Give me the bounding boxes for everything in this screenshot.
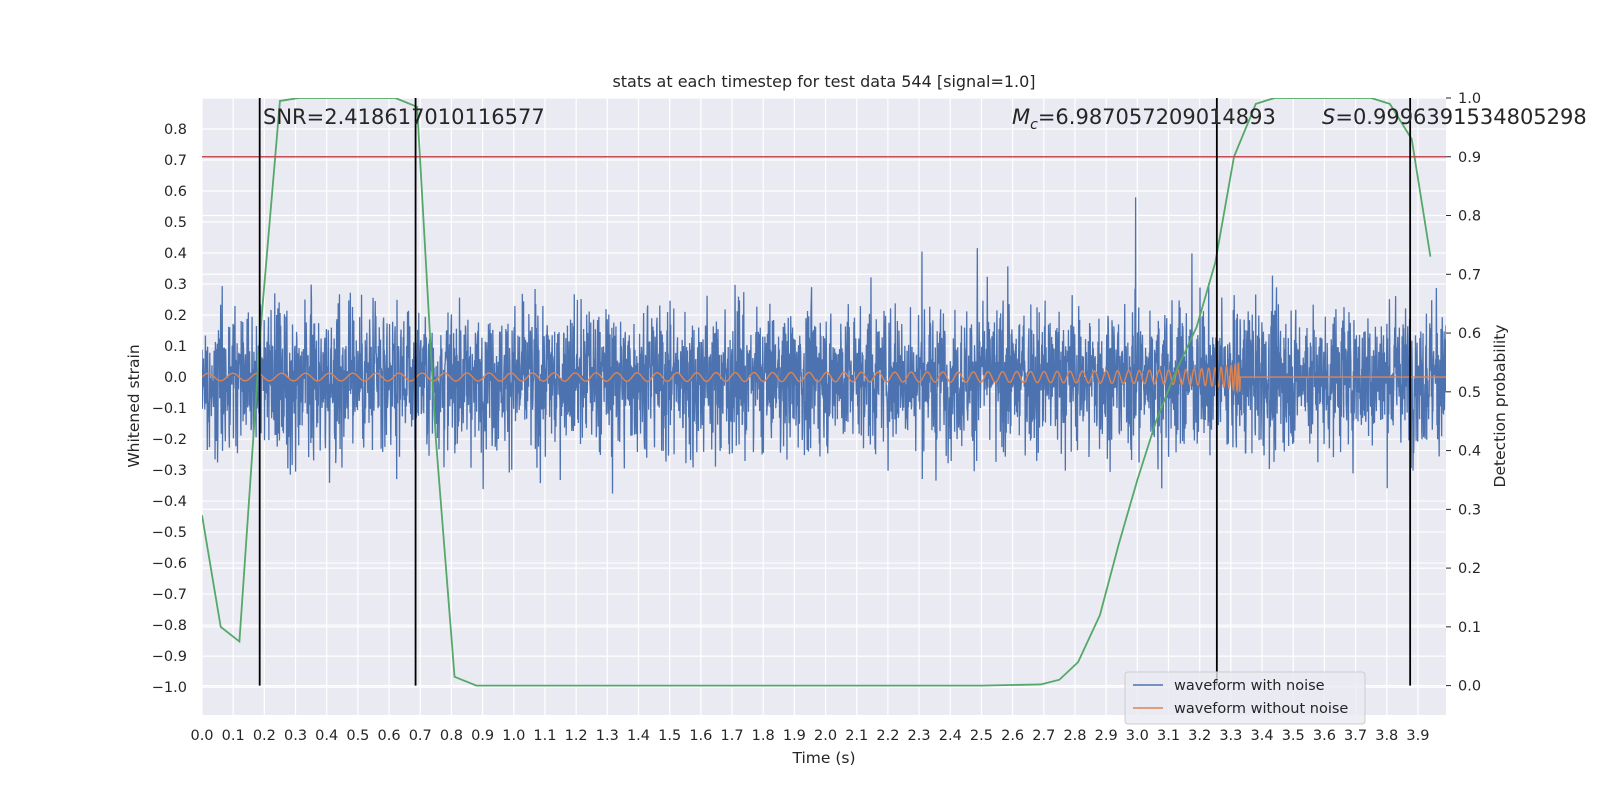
waveform-with-noise-line	[202, 197, 1446, 494]
y2-tick-label: 0.6	[1458, 326, 1481, 342]
y-tick-label: −0.5	[152, 525, 187, 541]
y-tick-label: −0.3	[152, 463, 187, 479]
x-tick-label: 1.3	[596, 728, 619, 744]
waveform-without-noise-series	[202, 362, 1446, 394]
y-tick-label: −0.1	[152, 401, 187, 417]
x-tick-label: 0.3	[284, 728, 307, 744]
x-tick-label: 1.7	[720, 728, 743, 744]
x-tick-label: 3.1	[1157, 728, 1180, 744]
x-tick-label: 1.0	[502, 728, 525, 744]
y2-axis-ticks: 1.0 0.9 0.8 0.7 0.6 0.5 0.4 0.3 0.2 0.1 0.0	[1446, 91, 1481, 695]
vertical-markers	[258, 98, 1412, 686]
y2-tick-label: 0.7	[1458, 267, 1481, 283]
x-tick-label: 3.7	[1344, 728, 1367, 744]
y-tick-label: 0.2	[164, 308, 187, 324]
x-tick-label: 2.0	[814, 728, 837, 744]
x-tick-label: 3.9	[1406, 728, 1429, 744]
y-tick-label: 0.1	[164, 339, 187, 355]
x-tick-label: 2.3	[908, 728, 931, 744]
y2-tick-label: 0.4	[1458, 444, 1481, 460]
y-tick-label: 0.6	[164, 184, 187, 200]
chirp-mass-subscript: c	[1030, 117, 1038, 133]
x-tick-label: 0.7	[409, 728, 432, 744]
x-tick-label: 1.6	[689, 728, 712, 744]
legend-clean-label: waveform without noise	[1174, 701, 1348, 717]
x-tick-label: 1.9	[783, 728, 806, 744]
y-tick-label: 0.0	[164, 370, 187, 386]
snr-annotation: SNR=2.418617010116577	[263, 105, 545, 129]
y-tick-label: 0.7	[164, 153, 187, 169]
x-tick-label: 3.8	[1375, 728, 1398, 744]
y2-tick-label: 0.8	[1458, 209, 1481, 225]
x-tick-label: 2.9	[1095, 728, 1118, 744]
x-tick-label: 0.5	[346, 728, 369, 744]
y2-axis-label: Detection probability	[1491, 325, 1509, 488]
x-axis-label: Time (s)	[791, 749, 855, 767]
x-tick-label: 3.4	[1251, 728, 1274, 744]
y-tick-label: 0.5	[164, 215, 187, 231]
legend: waveform with noise waveform without noi…	[1124, 671, 1366, 725]
x-tick-label: 1.1	[533, 728, 556, 744]
x-tick-label: 2.1	[845, 728, 868, 744]
score-annotation: S=0.9996391534805298	[1322, 105, 1587, 129]
x-tick-label: 1.2	[565, 728, 588, 744]
y-axis-label: Whitened strain	[125, 344, 143, 467]
x-tick-label: 1.8	[752, 728, 775, 744]
x-tick-label: 2.8	[1063, 728, 1086, 744]
x-tick-label: 3.5	[1282, 728, 1305, 744]
x-tick-label: 3.6	[1313, 728, 1336, 744]
y2-tick-label: 1.0	[1458, 91, 1481, 107]
x-tick-label: 0.9	[471, 728, 494, 744]
score-symbol: S	[1322, 105, 1335, 129]
y-tick-label: −0.2	[152, 432, 187, 448]
x-tick-label: 0.1	[222, 728, 245, 744]
x-tick-label: 3.2	[1188, 728, 1211, 744]
x-tick-label: 2.7	[1032, 728, 1055, 744]
chirp-mass-annotation: Mc=6.987057209014893	[1012, 105, 1276, 133]
y2-tick-label: 0.9	[1458, 150, 1481, 166]
detection-probability-series	[202, 98, 1432, 687]
score-value: =0.9996391534805298	[1335, 105, 1586, 129]
x-tick-label: 0.2	[253, 728, 276, 744]
chirp-mass-symbol: M	[1012, 105, 1030, 129]
legend-box	[1124, 671, 1366, 725]
y-tick-label: −0.8	[152, 618, 187, 634]
y-tick-label: −1.0	[152, 680, 187, 696]
y2-tick-label: 0.2	[1458, 561, 1481, 577]
chart-title: stats at each timestep for test data 544…	[612, 72, 1035, 91]
y-tick-label: 0.8	[164, 122, 187, 138]
y-tick-label: −0.6	[152, 556, 187, 572]
legend-noise-label: waveform with noise	[1174, 678, 1325, 694]
x-tick-label: 2.4	[939, 728, 962, 744]
y-axis-ticks: 0.8 0.7 0.6 0.5 0.4 0.3 0.2 0.1 0.0 −0.1 −0.2 −0.3 −…	[152, 122, 187, 696]
x-tick-label: 0.6	[378, 728, 401, 744]
detection-probability-line	[202, 98, 1432, 687]
y2-tick-label: 0.3	[1458, 502, 1481, 518]
x-tick-label: 2.2	[876, 728, 899, 744]
x-tick-label: 1.5	[658, 728, 681, 744]
y-tick-label: −0.9	[152, 649, 187, 665]
x-tick-label: 1.4	[627, 728, 650, 744]
y2-tick-label: 0.5	[1458, 385, 1481, 401]
x-tick-label: 2.5	[970, 728, 993, 744]
waveform-without-noise-line	[202, 362, 1446, 394]
x-tick-label: 2.6	[1001, 728, 1024, 744]
x-tick-label: 0.4	[315, 728, 338, 744]
y2-tick-label: 0.1	[1458, 620, 1481, 636]
y-tick-label: 0.3	[164, 277, 187, 293]
chirp-mass-value: =6.987057209014893	[1038, 105, 1276, 129]
x-tick-label: 3.0	[1126, 728, 1149, 744]
y-tick-label: −0.7	[152, 587, 187, 603]
y-tick-label: −0.4	[152, 494, 187, 510]
x-axis-ticks: 0.0 0.1 0.2 0.3 0.4 0.5 0.6 0.7 0.8 0.9 1.0 1.1 1.2 1…	[190, 728, 1429, 744]
y2-tick-label: 0.0	[1458, 679, 1481, 695]
x-tick-label: 0.0	[190, 728, 213, 744]
y-tick-label: 0.4	[164, 246, 187, 262]
x-tick-label: 0.8	[440, 728, 463, 744]
x-tick-label: 3.3	[1219, 728, 1242, 744]
waveform-with-noise-series	[202, 197, 1446, 494]
